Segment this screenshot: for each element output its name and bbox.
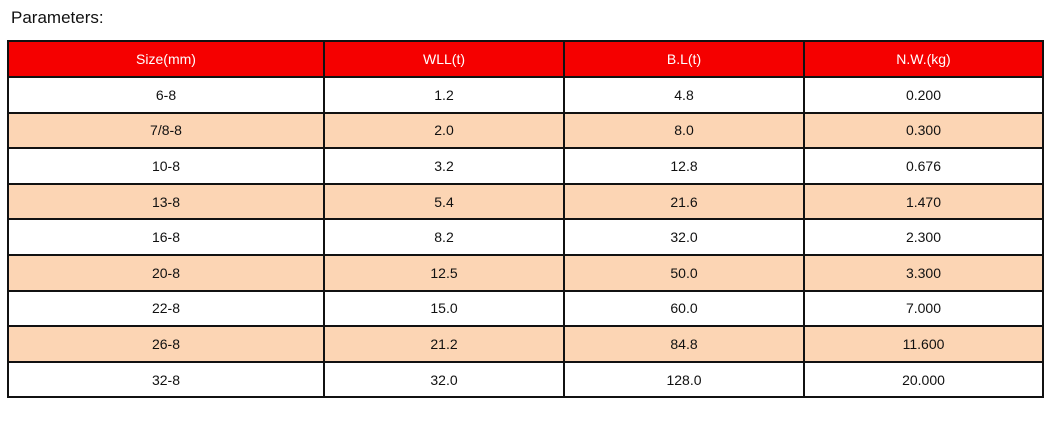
cell-nw: 0.676 <box>803 147 1044 185</box>
cell-size: 32-8 <box>7 360 325 399</box>
parameters-table: Size(mm) WLL(t) B.L(t) N.W.(kg) 6-8 1.2 4.… <box>7 40 1044 399</box>
table-row: 32-8 32.0 128.0 20.000 <box>7 360 1044 399</box>
cell-size: 16-8 <box>7 218 325 256</box>
cell-bl: 21.6 <box>563 182 805 221</box>
cell-wll: 5.4 <box>323 182 565 221</box>
cell-nw: 20.000 <box>803 360 1044 399</box>
header-bl: B.L(t) <box>563 40 805 78</box>
cell-wll: 8.2 <box>323 218 565 256</box>
section-title: Parameters: <box>11 8 104 27</box>
cell-wll: 32.0 <box>323 360 565 399</box>
cell-size: 20-8 <box>7 253 325 292</box>
cell-size: 13-8 <box>7 182 325 221</box>
table-row: 20-8 12.5 50.0 3.300 <box>7 253 1044 292</box>
cell-bl: 60.0 <box>563 289 805 328</box>
cell-nw: 0.200 <box>803 76 1044 114</box>
cell-nw: 11.600 <box>803 325 1044 363</box>
cell-wll: 2.0 <box>323 111 565 150</box>
cell-wll: 15.0 <box>323 289 565 328</box>
table-row: 22-8 15.0 60.0 7.000 <box>7 289 1044 328</box>
cell-bl: 32.0 <box>563 218 805 256</box>
header-row: Size(mm) WLL(t) B.L(t) N.W.(kg) <box>7 40 1044 78</box>
header-nw: N.W.(kg) <box>803 40 1044 78</box>
table-row: 26-8 21.2 84.8 11.600 <box>7 325 1044 363</box>
cell-wll: 1.2 <box>323 76 565 114</box>
cell-nw: 3.300 <box>803 253 1044 292</box>
cell-wll: 21.2 <box>323 325 565 363</box>
header-wll: WLL(t) <box>323 40 565 78</box>
cell-size: 10-8 <box>7 147 325 185</box>
table-row: 6-8 1.2 4.8 0.200 <box>7 76 1044 114</box>
cell-size: 6-8 <box>7 76 325 114</box>
cell-size: 7/8-8 <box>7 111 325 150</box>
cell-nw: 1.470 <box>803 182 1044 221</box>
cell-nw: 0.300 <box>803 111 1044 150</box>
table-row: 7/8-8 2.0 8.0 0.300 <box>7 111 1044 150</box>
table-row: 13-8 5.4 21.6 1.470 <box>7 182 1044 221</box>
cell-size: 26-8 <box>7 325 325 363</box>
cell-bl: 8.0 <box>563 111 805 150</box>
header-size: Size(mm) <box>7 40 325 78</box>
cell-bl: 128.0 <box>563 360 805 399</box>
table-row: 16-8 8.2 32.0 2.300 <box>7 218 1044 256</box>
cell-size: 22-8 <box>7 289 325 328</box>
cell-bl: 4.8 <box>563 76 805 114</box>
cell-wll: 12.5 <box>323 253 565 292</box>
table-row: 10-8 3.2 12.8 0.676 <box>7 147 1044 185</box>
cell-bl: 12.8 <box>563 147 805 185</box>
cell-bl: 50.0 <box>563 253 805 292</box>
cell-nw: 7.000 <box>803 289 1044 328</box>
cell-wll: 3.2 <box>323 147 565 185</box>
cell-bl: 84.8 <box>563 325 805 363</box>
cell-nw: 2.300 <box>803 218 1044 256</box>
